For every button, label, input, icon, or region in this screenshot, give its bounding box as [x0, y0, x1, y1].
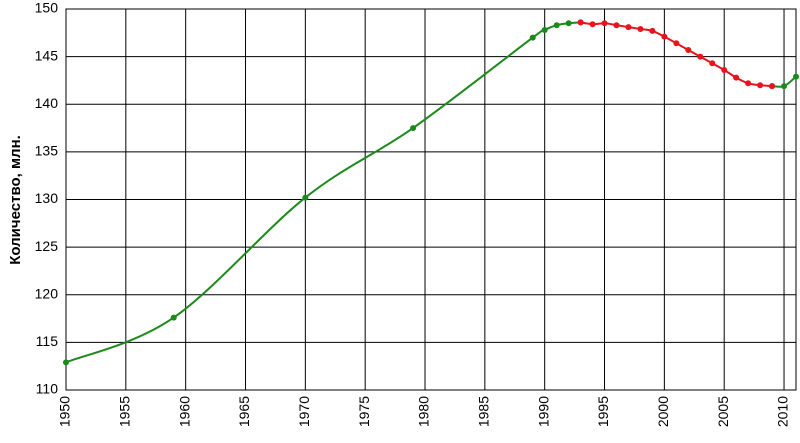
x-tick-label: 1985: [476, 396, 492, 427]
point: [781, 83, 788, 90]
y-axis-label: Количество, млн.: [7, 135, 24, 265]
point: [673, 40, 680, 47]
x-tick-label: 1980: [416, 396, 432, 427]
point: [553, 22, 560, 29]
x-tick-label: 2000: [655, 396, 671, 427]
x-tick-label: 1965: [236, 396, 252, 427]
line: [65, 21, 581, 364]
point: [601, 20, 608, 27]
x-tick-label: 1955: [117, 396, 133, 427]
point: [565, 20, 572, 27]
x-tick-label: 1950: [57, 396, 73, 427]
y-tick-label: 110: [36, 381, 59, 397]
y-tick-label: 115: [36, 333, 59, 349]
x-tick-label: 1990: [535, 396, 551, 427]
x-tick-label: 1975: [356, 396, 372, 427]
y-tick-label: 120: [35, 285, 59, 301]
point: [410, 125, 417, 132]
point: [541, 26, 548, 33]
point: [733, 74, 740, 81]
point: [63, 359, 69, 366]
point: [697, 53, 704, 60]
point: [529, 34, 536, 41]
point: [170, 314, 177, 321]
point: [793, 73, 799, 80]
point: [625, 24, 632, 31]
point: [769, 83, 776, 90]
point: [589, 21, 596, 28]
point: [685, 46, 692, 53]
point: [757, 82, 764, 89]
x-tick-label: 1960: [176, 396, 192, 427]
y-tick-label: 130: [35, 190, 59, 206]
plot-frame: [65, 8, 797, 391]
x-tick-label: 1995: [595, 396, 611, 427]
line: [580, 21, 773, 88]
point: [637, 26, 644, 33]
point: [709, 60, 716, 67]
y-tick-label: 140: [35, 95, 59, 111]
point: [649, 27, 656, 34]
y-tick-label: 150: [35, 0, 59, 16]
point: [613, 22, 620, 29]
point: [302, 194, 309, 201]
point: [721, 66, 728, 73]
x-tick-label: 2010: [775, 396, 791, 427]
y-tick-label: 125: [35, 238, 59, 254]
point: [745, 80, 752, 87]
point: [577, 19, 584, 26]
point: [661, 33, 668, 40]
x-tick-label: 1970: [296, 396, 312, 427]
y-tick-label: 135: [35, 143, 59, 159]
y-tick-label: 145: [35, 47, 59, 63]
x-tick-label: 2005: [715, 396, 731, 427]
